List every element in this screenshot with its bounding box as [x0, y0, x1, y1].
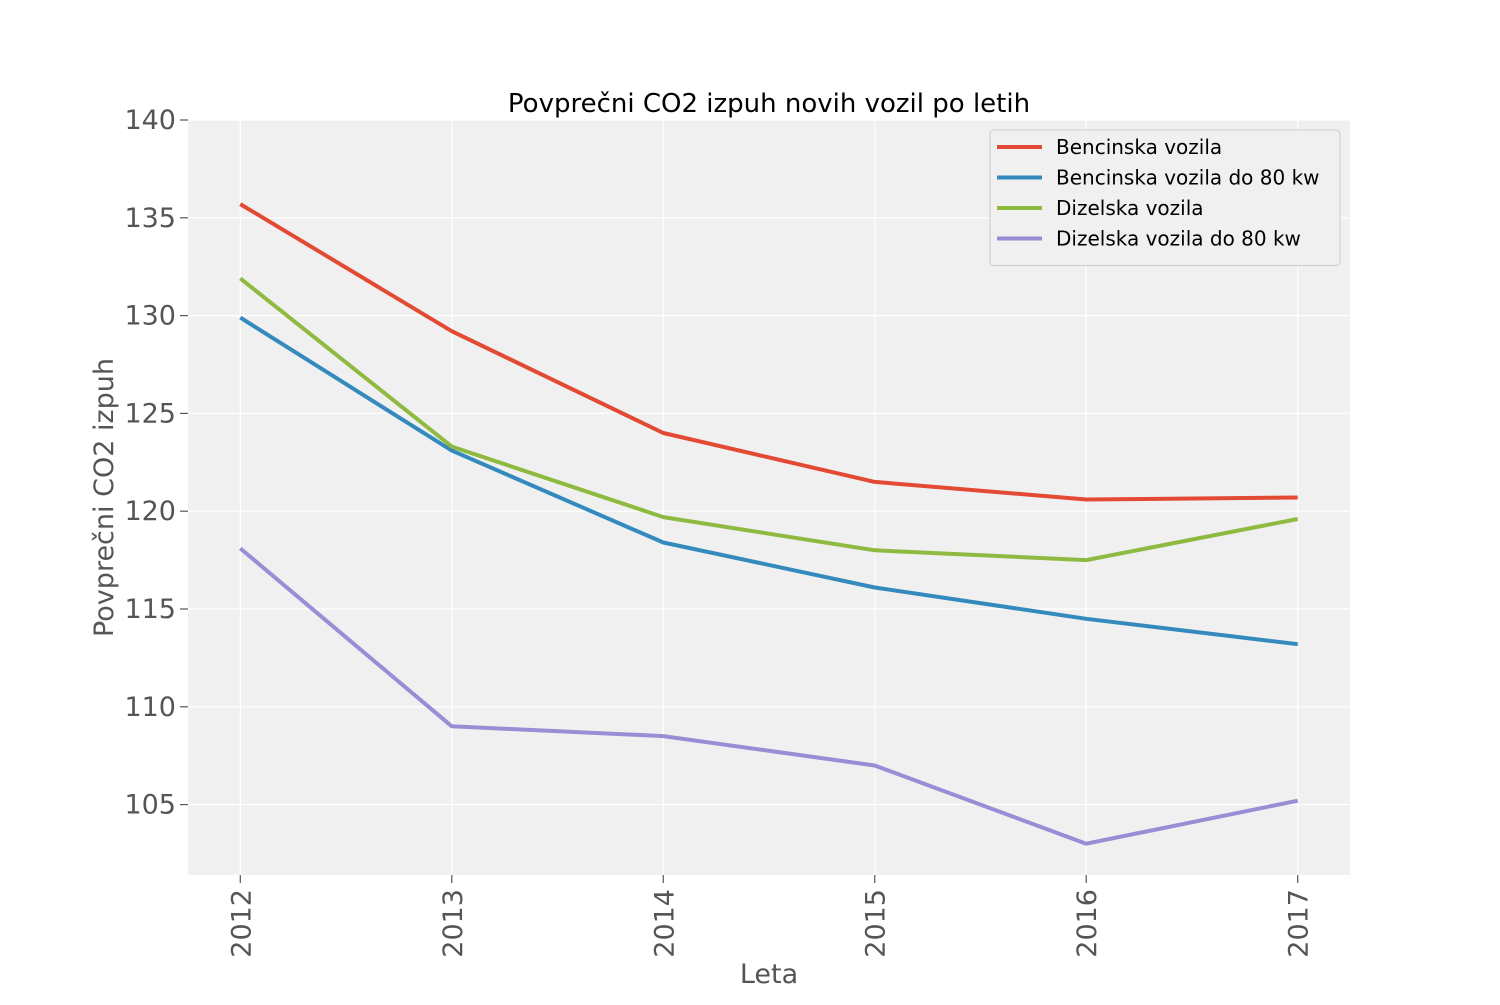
- grid: [188, 119, 1350, 875]
- series-lines: [239, 202, 1299, 846]
- legend-label: Bencinska vozila: [1056, 135, 1222, 159]
- x-tick-label: 2013: [438, 889, 469, 958]
- y-tick-label: 125: [124, 398, 176, 429]
- series-line-2: [239, 315, 1298, 647]
- y-tick-label: 115: [124, 594, 176, 625]
- legend-label: Dizelska vozila do 80 kw: [1056, 227, 1301, 251]
- y-axis-label: Povprečni CO2 izpuh: [89, 358, 120, 637]
- legend: Bencinska vozila Bencinska vozila do 80 k…: [989, 129, 1341, 266]
- legend-box: [989, 129, 1341, 266]
- series-line-1: [239, 202, 1298, 502]
- x-tick-label: 2014: [649, 889, 680, 958]
- x-axis-label: Leta: [740, 959, 798, 990]
- y-tick-label: 135: [124, 203, 176, 234]
- x-tick-label: 2015: [861, 889, 892, 958]
- x-tick-label: 2012: [226, 889, 257, 958]
- legend-label: Bencinska vozila do 80 kw: [1056, 166, 1320, 190]
- legend-label: Dizelska vozila: [1056, 196, 1204, 220]
- series-line-3: [239, 276, 1299, 563]
- y-tick-label: 110: [124, 692, 176, 723]
- x-tick-label: 2017: [1284, 889, 1315, 958]
- chart-title: Povprečni CO2 izpuh novih vozil po letih: [508, 89, 1030, 119]
- y-tick-label: 130: [124, 301, 176, 332]
- axis-ticks: 105 110 115 120 125 130 135 140 2012 2013 2014 2015…: [124, 105, 1314, 958]
- y-tick-label: 120: [124, 496, 176, 527]
- y-tick-label: 105: [124, 790, 176, 821]
- series-line-4: [239, 546, 1299, 846]
- y-tick-label: 140: [124, 105, 176, 136]
- x-tick-label: 2016: [1072, 889, 1103, 958]
